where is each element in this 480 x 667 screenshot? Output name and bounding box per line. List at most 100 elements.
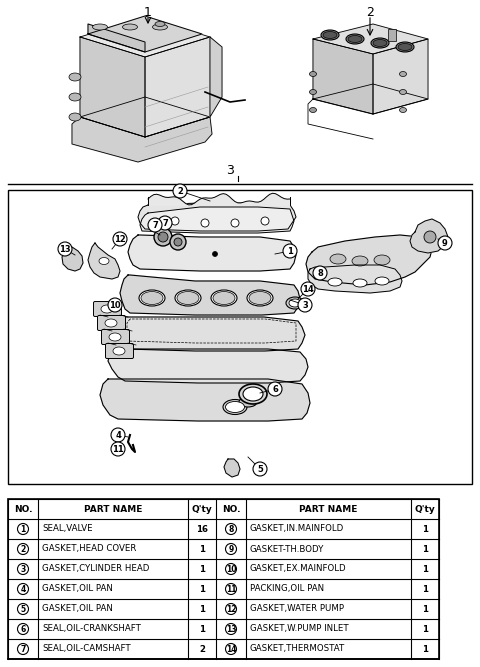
Text: SEAL,OIL-CRANKSHAFT: SEAL,OIL-CRANKSHAFT <box>42 624 141 634</box>
Bar <box>8 190 472 484</box>
Circle shape <box>58 242 72 256</box>
Polygon shape <box>80 17 210 57</box>
Ellipse shape <box>239 384 267 404</box>
Ellipse shape <box>310 89 316 95</box>
Text: GASKET,IN.MAINFOLD: GASKET,IN.MAINFOLD <box>250 524 344 534</box>
Text: 1: 1 <box>422 524 428 534</box>
Text: Q'ty: Q'ty <box>415 504 435 514</box>
Text: 3: 3 <box>302 301 308 309</box>
Circle shape <box>17 604 28 614</box>
Ellipse shape <box>239 397 257 407</box>
Bar <box>388 29 396 41</box>
Text: 1: 1 <box>422 584 428 594</box>
Text: Q'ty: Q'ty <box>192 504 212 514</box>
Polygon shape <box>313 24 428 54</box>
Text: 13: 13 <box>59 245 71 253</box>
Ellipse shape <box>310 107 316 113</box>
Circle shape <box>231 219 239 227</box>
Polygon shape <box>108 349 308 383</box>
Ellipse shape <box>346 34 364 44</box>
Text: 2: 2 <box>177 187 183 195</box>
Polygon shape <box>88 243 120 279</box>
Circle shape <box>213 251 217 257</box>
Text: 2: 2 <box>20 544 25 554</box>
Text: 12: 12 <box>226 604 236 614</box>
Polygon shape <box>80 97 210 137</box>
Text: GASKET,WATER PUMP: GASKET,WATER PUMP <box>250 604 344 614</box>
Ellipse shape <box>286 297 304 309</box>
Ellipse shape <box>141 291 163 305</box>
Text: 7: 7 <box>152 221 158 229</box>
Polygon shape <box>410 219 448 253</box>
Text: 11: 11 <box>112 444 124 454</box>
Text: 12: 12 <box>114 235 126 243</box>
Text: 8: 8 <box>317 269 323 277</box>
Text: 13: 13 <box>226 624 236 634</box>
Text: 14: 14 <box>226 644 236 654</box>
Ellipse shape <box>175 290 201 306</box>
Circle shape <box>283 244 297 258</box>
Text: 1: 1 <box>199 584 205 594</box>
Circle shape <box>111 428 125 442</box>
Text: 9: 9 <box>228 544 234 554</box>
Polygon shape <box>145 37 210 137</box>
Polygon shape <box>128 235 296 271</box>
Text: 8: 8 <box>228 524 234 534</box>
Ellipse shape <box>247 290 273 306</box>
Circle shape <box>226 584 237 594</box>
Circle shape <box>113 232 127 246</box>
Text: 11: 11 <box>226 584 236 594</box>
Text: GASKET,W.PUMP INLET: GASKET,W.PUMP INLET <box>250 624 348 634</box>
Circle shape <box>17 624 28 634</box>
Polygon shape <box>306 235 432 285</box>
Text: PACKING,OIL PAN: PACKING,OIL PAN <box>250 584 324 594</box>
Circle shape <box>174 238 182 246</box>
Circle shape <box>148 218 162 232</box>
Text: 1: 1 <box>422 564 428 574</box>
Text: 1: 1 <box>422 544 428 554</box>
Circle shape <box>438 236 452 250</box>
Text: 1: 1 <box>422 604 428 614</box>
Text: 2: 2 <box>199 644 205 654</box>
Text: 1: 1 <box>199 604 205 614</box>
Polygon shape <box>100 379 310 421</box>
Polygon shape <box>88 16 202 52</box>
Text: 7: 7 <box>20 644 26 654</box>
Ellipse shape <box>249 291 271 305</box>
Text: PART NAME: PART NAME <box>84 504 142 514</box>
Circle shape <box>17 544 28 554</box>
Text: GASKET,EX.MAINFOLD: GASKET,EX.MAINFOLD <box>250 564 347 574</box>
Text: 7: 7 <box>162 219 168 227</box>
Ellipse shape <box>399 71 407 77</box>
Circle shape <box>17 564 28 574</box>
Circle shape <box>253 462 267 476</box>
Text: 1: 1 <box>422 644 428 654</box>
Circle shape <box>17 524 28 534</box>
Text: GASKET,HEAD COVER: GASKET,HEAD COVER <box>42 544 136 554</box>
Ellipse shape <box>396 42 414 52</box>
Ellipse shape <box>310 71 316 77</box>
Ellipse shape <box>122 24 137 30</box>
Polygon shape <box>72 117 212 162</box>
Ellipse shape <box>348 35 362 43</box>
Polygon shape <box>80 37 145 137</box>
Ellipse shape <box>177 291 199 305</box>
Text: 1: 1 <box>20 524 25 534</box>
Text: 1: 1 <box>199 624 205 634</box>
Bar <box>8 499 439 659</box>
Circle shape <box>17 644 28 654</box>
Circle shape <box>171 217 179 225</box>
Text: 1: 1 <box>199 564 205 574</box>
Ellipse shape <box>353 279 367 287</box>
Ellipse shape <box>399 107 407 113</box>
Text: NO.: NO. <box>14 504 32 514</box>
Ellipse shape <box>139 290 165 306</box>
FancyBboxPatch shape <box>106 344 133 358</box>
Text: SEAL,VALVE: SEAL,VALVE <box>42 524 93 534</box>
Text: 3: 3 <box>226 163 234 177</box>
Text: SEAL,OIL-CAMSHAFT: SEAL,OIL-CAMSHAFT <box>42 644 131 654</box>
Ellipse shape <box>109 333 121 341</box>
Circle shape <box>268 382 282 396</box>
Circle shape <box>158 216 172 230</box>
Text: GASKET-TH.BODY: GASKET-TH.BODY <box>250 544 324 554</box>
